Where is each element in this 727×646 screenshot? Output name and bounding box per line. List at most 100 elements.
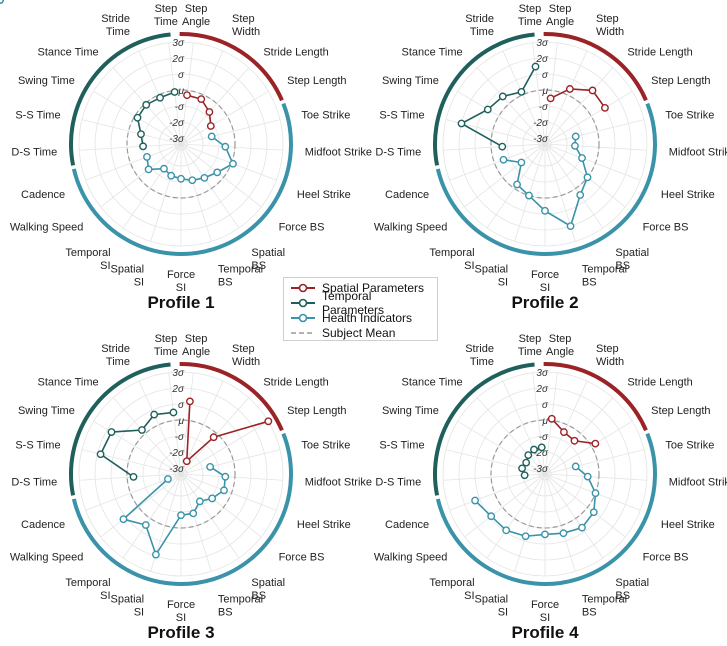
spoke-label: Step Width (596, 343, 624, 368)
subject-mean-ring (490, 419, 600, 529)
grid-spoke (168, 372, 182, 475)
health-point (143, 153, 151, 161)
health-point (541, 530, 549, 539)
spoke-label: Temporal BS (582, 263, 627, 288)
grid-spoke (443, 473, 546, 481)
grid-spoke (544, 473, 604, 559)
spoke-label: Stride Length (263, 46, 328, 58)
spoke-label: S-S Time (15, 109, 60, 121)
temporal-point (96, 450, 105, 459)
temporal-point (156, 93, 165, 102)
health-point (583, 472, 592, 481)
spoke-label: Spatial SI (474, 593, 508, 618)
health-point (144, 165, 153, 174)
health-point (502, 526, 511, 535)
grid-spoke (180, 143, 212, 242)
grid-spoke (112, 397, 182, 475)
spatial-group-arc (543, 362, 648, 432)
spoke-label: Temporal SI (429, 577, 474, 602)
grid-spoke (81, 119, 182, 145)
health-point (213, 168, 222, 177)
spoke-label: Step Length (287, 405, 346, 417)
grid-spoke (100, 473, 182, 538)
spoke-label: Force BS (279, 222, 325, 234)
ring-label: -σ (539, 102, 549, 113)
ring-label: 2σ (171, 384, 185, 395)
health-point (566, 222, 575, 231)
spoke-label: Heel Strike (661, 519, 715, 531)
health-group-arc (435, 432, 657, 586)
spoke-label: Spatial BS (251, 577, 285, 602)
spoke-label: Toe Strike (665, 439, 714, 451)
spoke-label: Stride Time (465, 13, 494, 38)
ring-label: 2σ (535, 384, 549, 395)
spoke-label: Step Angle (546, 333, 574, 358)
profile-title: Profile 1 (147, 293, 214, 312)
grid-spoke (180, 143, 262, 208)
grid-spoke (457, 420, 546, 475)
spoke-label: Swing Time (382, 75, 439, 87)
spoke-label: D-S Time (11, 147, 57, 159)
health-group-arc (435, 102, 657, 256)
health-point (521, 532, 530, 541)
spoke-label: Swing Time (382, 405, 439, 417)
profile-title: Profile 4 (511, 623, 579, 642)
health-point (208, 494, 217, 503)
health-point (220, 486, 228, 495)
spoke-label: Stance Time (402, 46, 463, 58)
spoke-label: Stride Time (101, 343, 130, 368)
grid-spoke (180, 67, 250, 145)
grid-spoke (544, 143, 604, 229)
spoke-label: Spatial SI (110, 263, 144, 288)
legend-marker-spatial (291, 283, 315, 292)
spatial-series-line (551, 418, 596, 445)
ring-label: -3σ (169, 464, 185, 475)
temporal-point (498, 142, 507, 151)
ring-label: 3σ (172, 38, 185, 49)
spoke-label: Midfoot Strike (669, 477, 727, 489)
ring-label: -2σ (533, 448, 549, 459)
health-point (206, 462, 215, 471)
spatial-point (183, 91, 191, 100)
temporal-point (498, 92, 507, 101)
spatial-group-arc (543, 32, 648, 102)
spoke-label: Step Length (651, 75, 710, 87)
spoke-label: Temporal SI (429, 247, 474, 272)
temporal-point (537, 443, 546, 452)
temporal-point (139, 142, 147, 151)
grid-spoke (180, 473, 283, 481)
temporal-point (522, 458, 531, 467)
grid-spoke (544, 473, 626, 538)
spoke-label: Toe Strike (665, 109, 714, 121)
health-point (571, 141, 579, 150)
grid-spoke (544, 143, 647, 151)
spoke-label: Force BS (643, 222, 689, 234)
grid-spoke (79, 143, 182, 151)
temporal-group-arc (69, 32, 171, 166)
spoke-label: Temporal SI (65, 577, 110, 602)
health-point (229, 159, 237, 168)
spatial-series-line (185, 401, 269, 464)
spoke-label: Force BS (279, 552, 325, 564)
spoke-label: Heel Strike (297, 189, 351, 201)
grid-spoke (476, 67, 546, 145)
spatial-series-line (186, 94, 212, 127)
health-series-line (121, 466, 227, 557)
spoke-label: D-S Time (375, 147, 421, 159)
health-group-arc (71, 432, 293, 586)
spoke-label: Step Width (596, 13, 624, 38)
grid-spoke (476, 397, 546, 475)
temporal-point (530, 445, 538, 454)
temporal-point (483, 105, 492, 114)
spoke-label: Walking Speed (374, 552, 448, 564)
ring-label: -σ (175, 102, 185, 113)
spatial-point (588, 86, 597, 95)
grid-spoke (180, 90, 269, 145)
chart-legend: Spatial Parameters Temporal Parameters H… (283, 277, 438, 341)
spatial-point (546, 94, 555, 103)
spoke-label: Cadence (21, 519, 65, 531)
grid-spoke (464, 473, 546, 538)
health-point (177, 174, 185, 183)
spoke-label: Cadence (385, 189, 429, 201)
